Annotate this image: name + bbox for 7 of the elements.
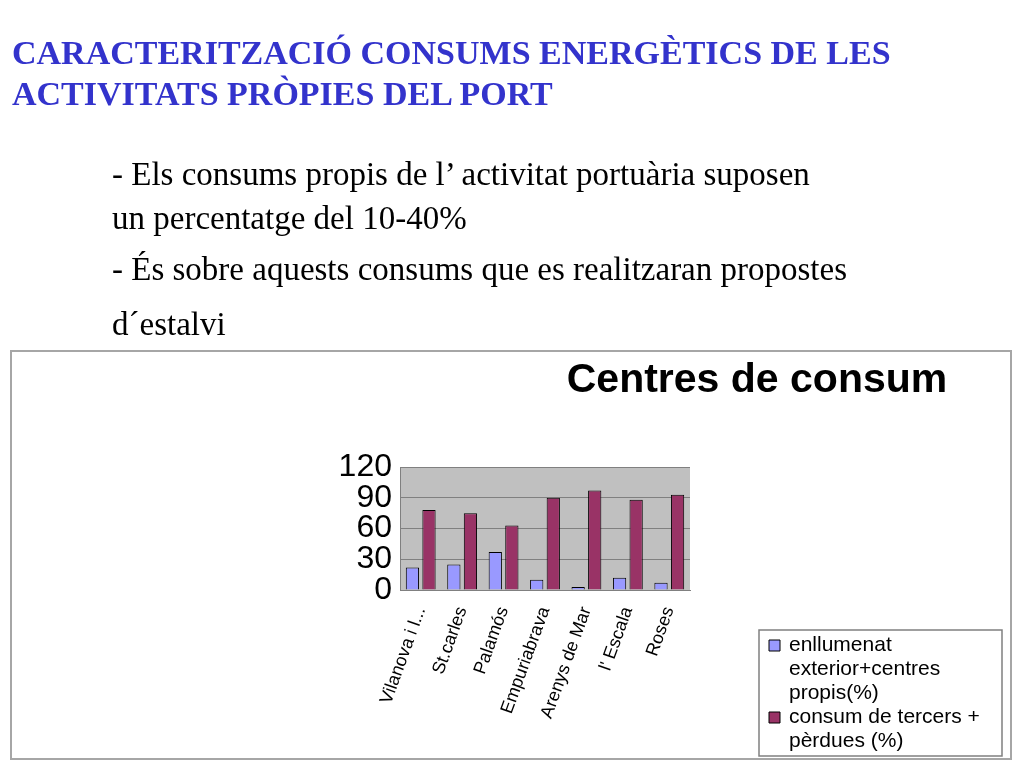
x-tick-label: l' Escala <box>594 603 637 674</box>
text: - És sobre aquests consums que es realitzaran propostes d´estalvi <box>112 251 848 342</box>
x-tick-label: Roses <box>641 603 678 659</box>
chart-title: Centres de consum <box>566 355 948 402</box>
legend-label: consum de tercers + pèrdues (%) <box>789 703 980 751</box>
text: CARACTERITZACIÓ CONSUMS ENERGÈTICS DE LES ACTIVITATS PRÒPIES DEL PORT <box>12 34 891 112</box>
legend-label: enllumenat exterior+centres propis(%) <box>789 631 941 703</box>
